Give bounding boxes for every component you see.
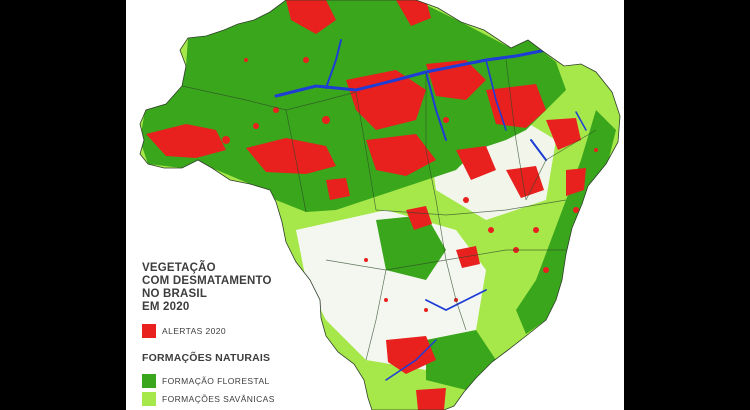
map-legend: VEGETAÇÃO COM DESMATAMENTO NO BRASIL EM …: [142, 262, 342, 406]
legend-title: VEGETAÇÃO COM DESMATAMENTO NO BRASIL EM …: [142, 262, 342, 314]
rivers: [274, 39, 587, 381]
legend-title-line-1: VEGETAÇÃO: [142, 262, 216, 274]
legend-item-alerts: ALERTAS 2020: [142, 324, 342, 338]
amazon-forest-region: [140, 0, 566, 212]
legend-section-title: FORMAÇÕES NATURAIS: [142, 352, 271, 364]
forest-swatch: [142, 374, 156, 388]
legend-title-line-4: EM 2020: [142, 301, 190, 313]
map-frame: VEGETAÇÃO COM DESMATAMENTO NO BRASIL EM …: [126, 0, 624, 410]
savanna-swatch: [142, 392, 156, 406]
legend-title-line-3: NO BRASIL: [142, 288, 208, 300]
atlantic-forest-east: [516, 110, 616, 334]
deforestation-alerts: [146, 0, 598, 410]
state-boundaries: [181, 59, 597, 361]
brazil-outline: [139, 0, 621, 410]
legend-item-forest: FORMAÇÃO FLORESTAL: [142, 374, 342, 388]
alerts-label: ALERTAS 2020: [162, 326, 227, 336]
forest-label: FORMAÇÃO FLORESTAL: [162, 376, 270, 386]
brazil-deforestation-map: [139, 0, 621, 410]
legend-title-line-2: COM DESMATAMENTO: [142, 275, 272, 287]
legend-item-savanna: FORMAÇÕES SAVÂNICAS: [142, 392, 342, 406]
alerts-swatch: [142, 324, 156, 338]
savanna-label: FORMAÇÕES SAVÂNICAS: [162, 394, 275, 404]
central-forest-patch: [376, 215, 446, 280]
